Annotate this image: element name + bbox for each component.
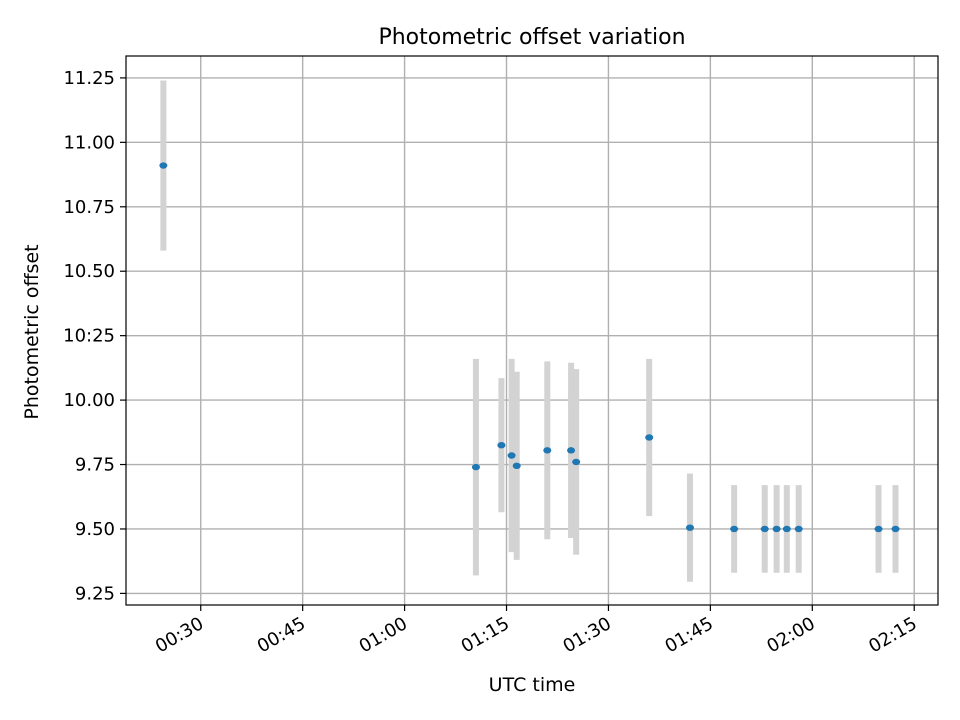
data-point [543,447,552,454]
y-tick-label: 10:25 [63,326,115,347]
chart-title: Photometric offset variation [378,25,685,50]
data-point [760,525,769,533]
y-tick-label: 10.50 [63,261,115,282]
data-point [572,458,581,466]
data-point [512,462,521,470]
grid [126,56,938,605]
data-point [794,525,803,533]
y-tick-label: 10.00 [63,390,115,411]
data-point [685,524,694,531]
data-point [497,441,506,449]
data-point [874,525,883,533]
plot-frame [125,55,939,606]
data-point [645,434,654,441]
y-axis-label: Photometric offset [21,244,43,419]
data-point [730,525,739,533]
data-point [891,525,900,533]
data-point [507,452,516,459]
data-point [159,162,168,169]
y-axis-ticks: 9.25 9.50 9.75 10.00 10:25 10.50 10.75 11.00 11.… [63,68,126,604]
data-point [782,525,791,533]
y-tick-label: 9.25 [75,583,115,604]
y-tick-label: 10.75 [63,197,115,218]
data-point [567,447,576,454]
y-tick-label: 9.75 [75,455,115,476]
data-points [159,162,900,533]
y-tick-label: 11.25 [63,68,115,89]
x-axis-label: UTC time [489,674,576,696]
data-point [772,525,781,533]
y-tick-label: 11.00 [63,132,115,153]
y-tick-label: 9.50 [75,519,115,540]
data-point [471,463,480,471]
